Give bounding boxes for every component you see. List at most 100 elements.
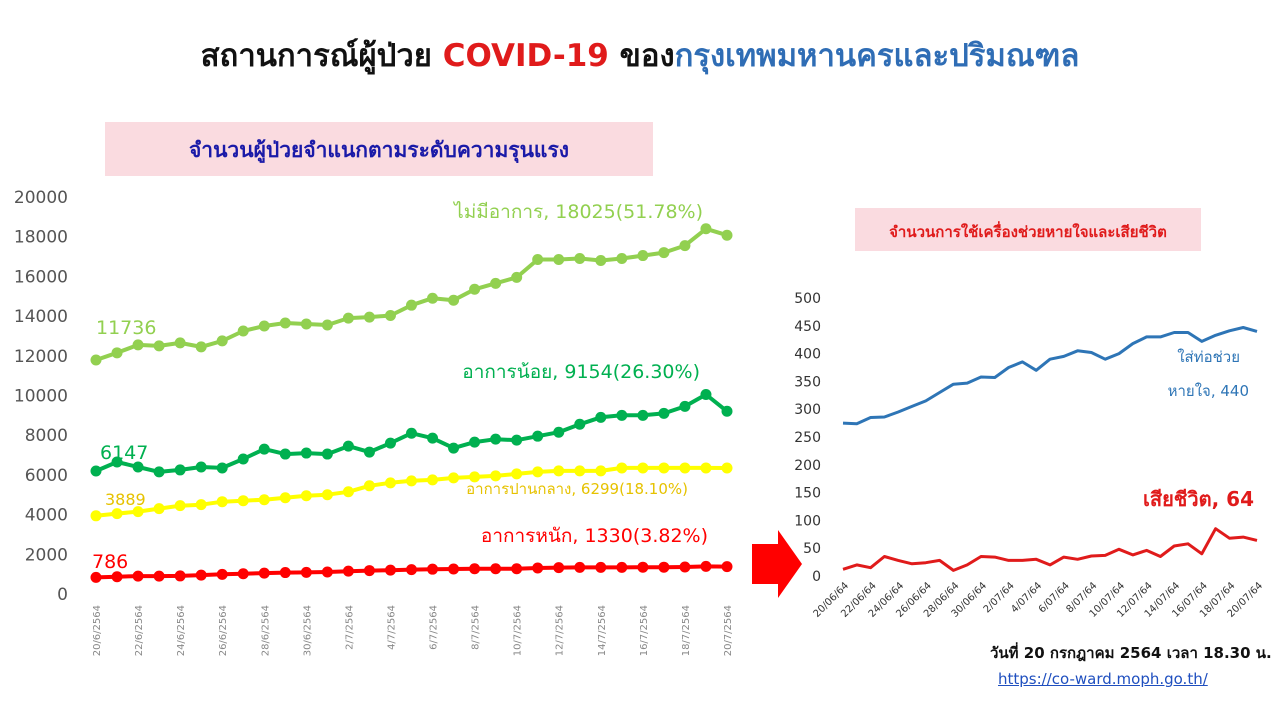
data-point-severe: [658, 561, 670, 573]
data-point-moderate: [616, 462, 628, 474]
data-point-mild: [700, 389, 712, 400]
data-point-severe: [490, 563, 502, 575]
data-point-mild: [153, 466, 165, 478]
data-point-moderate: [384, 477, 396, 489]
data-point-mild: [637, 409, 649, 421]
y-tick-label: 0: [57, 585, 68, 605]
y-tick-label: 8000: [25, 426, 68, 446]
data-point-mild: [448, 442, 460, 454]
data-point-mild: [406, 427, 417, 439]
data-point-mild: [174, 464, 186, 476]
data-point-moderate: [490, 470, 502, 482]
data-point-asym: [616, 253, 628, 265]
x-tick-label: 2/7/2564: [344, 605, 355, 650]
data-point-asym: [342, 312, 354, 324]
data-point-moderate: [153, 503, 165, 515]
data-point-asym: [448, 294, 460, 306]
data-point-asym: [595, 255, 607, 267]
data-point-moderate: [216, 496, 228, 508]
y-tick-label: 200: [794, 458, 821, 474]
data-point-mild: [111, 456, 123, 468]
y-tick-label: 14000: [14, 307, 68, 327]
data-point-moderate: [532, 466, 544, 478]
data-point-mild: [553, 426, 565, 438]
y-tick-label: 4000: [25, 506, 68, 526]
x-tick-label: 18/7/2564: [681, 605, 692, 656]
data-point-severe: [553, 562, 565, 574]
y-tick-label: 6000: [25, 466, 68, 486]
data-point-asym: [700, 223, 712, 235]
data-point-mild: [342, 440, 354, 452]
y-tick-label: 150: [794, 486, 821, 502]
data-point-mild: [237, 453, 249, 465]
data-point-moderate: [448, 472, 460, 484]
data-point-asym: [111, 347, 123, 359]
x-tick-label: 10/7/2564: [513, 605, 524, 656]
data-point-mild: [384, 437, 396, 449]
data-point-asym: [363, 311, 375, 323]
data-point-severe: [406, 564, 417, 576]
data-point-moderate: [511, 468, 523, 480]
data-point-moderate: [174, 500, 186, 512]
data-point-severe: [574, 561, 586, 573]
data-point-moderate: [406, 475, 417, 487]
title-covid: COVID-19: [442, 38, 609, 74]
x-tick-label: 30/6/2564: [302, 605, 313, 656]
ventilator-chart-title-box: จำนวนการใช้เครื่องช่วยหายใจและเสียชีวิต: [855, 208, 1201, 251]
data-point-severe: [237, 568, 249, 580]
report-date: วันที่ 20 กรกฎาคม 2564 เวลา 18.30 น.: [990, 644, 1272, 662]
y-tick-label: 20000: [14, 188, 68, 208]
data-point-mild: [216, 462, 228, 474]
data-point-severe: [427, 563, 439, 575]
start-value-label-mild: 6147: [100, 442, 148, 464]
data-point-moderate: [427, 474, 439, 486]
data-point-severe: [679, 561, 691, 573]
data-point-asym: [174, 337, 186, 349]
data-point-moderate: [637, 462, 649, 474]
y-tick-label: 16000: [14, 267, 68, 287]
x-tick-label: 20/7/2564: [723, 605, 734, 656]
data-point-mild: [279, 448, 291, 460]
data-point-mild: [532, 430, 544, 442]
data-point-moderate: [321, 489, 333, 501]
data-point-moderate: [279, 492, 291, 504]
ventilator-chart-title: จำนวนการใช้เครื่องช่วยหายใจและเสียชีวิต: [889, 223, 1167, 241]
data-point-severe: [153, 570, 165, 582]
data-point-severe: [363, 565, 375, 577]
data-point-severe: [616, 561, 628, 573]
start-value-label-asym: 11736: [96, 317, 156, 339]
data-point-asym: [90, 354, 102, 366]
data-point-mild: [679, 400, 691, 412]
data-point-moderate: [237, 495, 249, 507]
data-point-asym: [511, 271, 523, 283]
data-point-asym: [321, 319, 333, 331]
data-point-asym: [384, 309, 396, 321]
title-part-1: สถานการณ์ผู้ป่วย: [200, 38, 443, 74]
x-tick-label: 24/6/2564: [176, 605, 187, 656]
data-point-moderate: [300, 490, 312, 502]
data-point-moderate: [574, 465, 586, 477]
x-tick-label: 16/7/2564: [639, 605, 650, 656]
data-point-asym: [532, 254, 544, 266]
data-point-severe: [258, 567, 270, 579]
data-point-moderate: [258, 494, 270, 506]
data-point-moderate: [132, 506, 144, 518]
data-point-asym: [658, 247, 670, 259]
data-point-severe: [195, 569, 207, 581]
data-point-mild: [616, 409, 628, 421]
data-point-severe: [595, 561, 607, 573]
data-point-severe: [111, 571, 123, 583]
y-tick-label: 50: [803, 541, 821, 557]
end-value-label-moderate: อาการปานกลาง, 6299(18.10%): [466, 480, 688, 498]
source-link[interactable]: https://co-ward.moph.go.th/: [998, 670, 1208, 688]
data-point-mild: [90, 465, 102, 477]
x-tick-label: 14/7/2564: [597, 605, 608, 656]
data-point-mild: [595, 411, 607, 423]
y-tick-label: 100: [794, 513, 821, 529]
data-point-mild: [574, 418, 586, 430]
y-tick-label: 0: [812, 569, 821, 585]
end-value-label-mild: อาการน้อย, 9154(26.30%): [462, 361, 700, 383]
data-point-asym: [469, 283, 481, 295]
data-point-moderate: [469, 471, 481, 483]
x-tick-label: 6/7/2564: [429, 605, 440, 650]
